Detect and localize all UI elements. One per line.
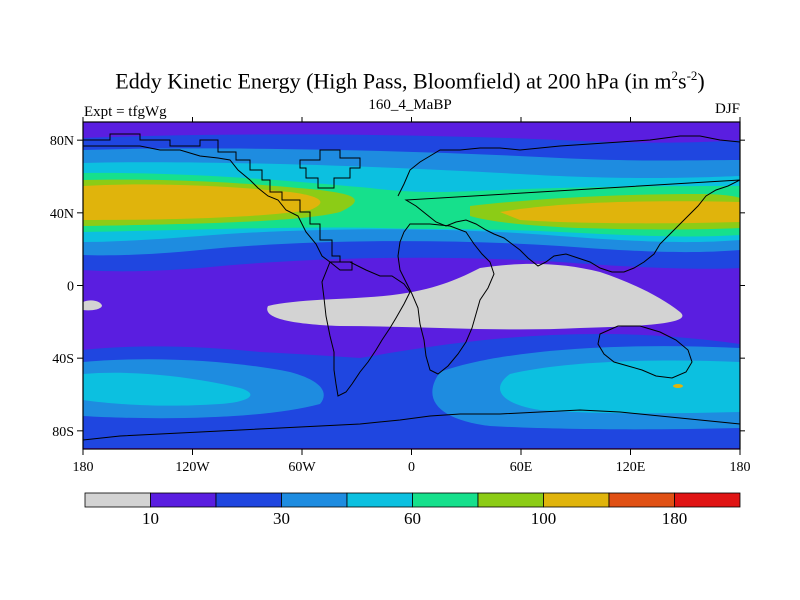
sh-band-cyan-west	[83, 372, 251, 406]
coast-australia	[597, 325, 693, 379]
colorbar-box	[281, 492, 348, 508]
colorbar-box	[608, 492, 675, 508]
contour-fills	[83, 122, 740, 449]
tropical-gray-region	[267, 263, 683, 330]
coast-south-america	[321, 261, 411, 397]
nh-core-atlantic	[83, 184, 321, 220]
nh-core-pacific	[500, 201, 740, 224]
colorbar-box	[346, 492, 413, 508]
colorbar-label: 10	[142, 509, 159, 528]
colorbar-box	[412, 492, 479, 508]
x-tick-label: 60W	[288, 460, 316, 475]
y-tick-label: 0	[67, 280, 74, 295]
experiment-label: Expt = tfgWg	[84, 104, 167, 120]
colorbar-label: 30	[273, 509, 290, 528]
season-label: DJF	[714, 101, 740, 117]
coast-africa	[397, 223, 495, 375]
title-text: Eddy Kinetic Energy (High Pass, Bloomfie…	[115, 68, 672, 94]
gray-patch-dateline	[83, 300, 102, 311]
x-tick-label: 180	[730, 460, 751, 475]
colorbar-labels: 10 30 60 100 180	[142, 509, 687, 528]
title-close: )	[697, 68, 705, 94]
colorbar-label: 100	[531, 509, 557, 528]
colorbar-box	[150, 492, 217, 508]
title-exponent-1: 2	[671, 68, 679, 83]
sh-core-speck	[673, 384, 683, 388]
x-tick-label: 120E	[616, 460, 646, 475]
coast-eurasia	[397, 135, 740, 273]
colorbar-box	[84, 492, 151, 508]
sh-band-cyan-east	[500, 360, 740, 414]
coast-antarctica	[83, 409, 740, 441]
coast-north-america	[83, 133, 353, 271]
subtitle-center: 160_4_MaBP	[368, 97, 452, 113]
coastlines	[83, 133, 740, 441]
x-tick-label: 180	[73, 460, 94, 475]
colorbar-box	[477, 492, 544, 508]
coast-greenland	[299, 149, 361, 189]
colorbar-box	[543, 492, 610, 508]
y-tick-label: 40N	[50, 207, 74, 222]
colorbar-box	[674, 492, 741, 508]
y-tick-label: 80N	[50, 134, 74, 149]
colorbar	[84, 492, 741, 508]
x-axis-ticks: 180 120W 60W 0 60E 120E 180	[73, 117, 751, 475]
plot-title: Eddy Kinetic Energy (High Pass, Bloomfie…	[0, 68, 800, 94]
title-exponent-2: -2	[686, 68, 698, 83]
x-tick-label: 120W	[175, 460, 210, 475]
y-tick-label: 40S	[52, 352, 74, 367]
colorbar-label: 180	[662, 509, 688, 528]
title-unit-s: s	[678, 68, 687, 94]
colorbar-box	[215, 492, 282, 508]
y-tick-label: 80S	[52, 425, 74, 440]
colorbar-label: 60	[404, 509, 421, 528]
x-tick-label: 0	[408, 460, 415, 475]
x-tick-label: 60E	[510, 460, 533, 475]
y-axis-ticks: 80N 40N 0 40S 80S	[50, 134, 745, 440]
